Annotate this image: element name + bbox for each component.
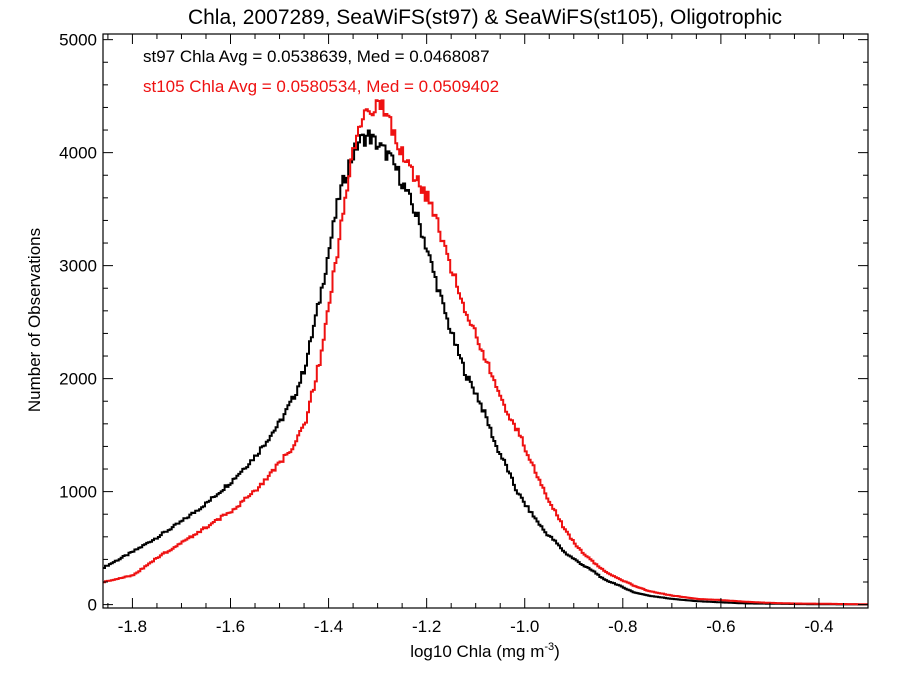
x-tick-label: -1.8 (118, 617, 147, 636)
y-tick-label: 1000 (59, 483, 97, 502)
x-axis-label-main: log10 Chla (mg m (410, 642, 544, 661)
x-axis-label-close: ) (554, 642, 560, 661)
x-tick-label: -1.0 (510, 617, 539, 636)
annotation-st97: st97 Chla Avg = 0.0538639, Med = 0.04680… (143, 47, 490, 66)
y-tick-label: 3000 (59, 257, 97, 276)
x-tick-label: -1.6 (216, 617, 245, 636)
x-tick-label: -0.4 (804, 617, 833, 636)
series-st97-line (103, 129, 868, 606)
annotation-st105: st105 Chla Avg = 0.0580534, Med = 0.0509… (143, 77, 499, 96)
y-tick-label: 4000 (59, 144, 97, 163)
x-tick-label: -0.8 (608, 617, 637, 636)
y-axis-label: Number of Observations (25, 228, 44, 412)
plot-area: -1.8 -1.6 -1.4 -1.2 -1.0 -0.8 -0.6 -0.4 0 1000 200… (59, 31, 869, 636)
y-tick-label: 5000 (59, 31, 97, 50)
x-axis-label: log10 Chla (mg m-3) (410, 641, 560, 661)
x-tick-label: -1.2 (412, 617, 441, 636)
axes-frame (102, 33, 869, 609)
chart-title: Chla, 2007289, SeaWiFS(st97) & SeaWiFS(s… (188, 6, 782, 29)
series-st105-line (103, 99, 868, 606)
y-tick-label: 0 (88, 596, 97, 615)
x-axis-label-superscript: -3 (544, 641, 554, 653)
x-tick-label: -1.4 (314, 617, 343, 636)
x-tick-label: -0.6 (706, 617, 735, 636)
y-tick-label: 2000 (59, 370, 97, 389)
